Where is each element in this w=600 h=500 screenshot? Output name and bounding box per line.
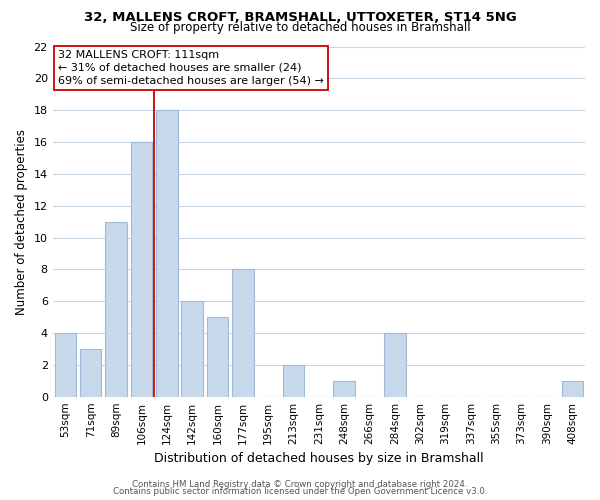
Text: 32, MALLENS CROFT, BRAMSHALL, UTTOXETER, ST14 5NG: 32, MALLENS CROFT, BRAMSHALL, UTTOXETER,… bbox=[83, 11, 517, 24]
X-axis label: Distribution of detached houses by size in Bramshall: Distribution of detached houses by size … bbox=[154, 452, 484, 465]
Bar bbox=[80, 349, 101, 397]
Text: Size of property relative to detached houses in Bramshall: Size of property relative to detached ho… bbox=[130, 21, 470, 34]
Y-axis label: Number of detached properties: Number of detached properties bbox=[15, 128, 28, 314]
Bar bbox=[334, 381, 355, 396]
Bar bbox=[181, 301, 203, 396]
Text: 32 MALLENS CROFT: 111sqm
← 31% of detached houses are smaller (24)
69% of semi-d: 32 MALLENS CROFT: 111sqm ← 31% of detach… bbox=[58, 50, 323, 86]
Bar bbox=[232, 270, 254, 396]
Bar bbox=[384, 333, 406, 396]
Bar bbox=[131, 142, 152, 397]
Text: Contains public sector information licensed under the Open Government Licence v3: Contains public sector information licen… bbox=[113, 487, 487, 496]
Bar bbox=[283, 365, 304, 396]
Bar bbox=[562, 381, 583, 396]
Bar bbox=[156, 110, 178, 397]
Bar bbox=[105, 222, 127, 396]
Bar bbox=[55, 333, 76, 396]
Bar bbox=[206, 317, 228, 396]
Text: Contains HM Land Registry data © Crown copyright and database right 2024.: Contains HM Land Registry data © Crown c… bbox=[132, 480, 468, 489]
